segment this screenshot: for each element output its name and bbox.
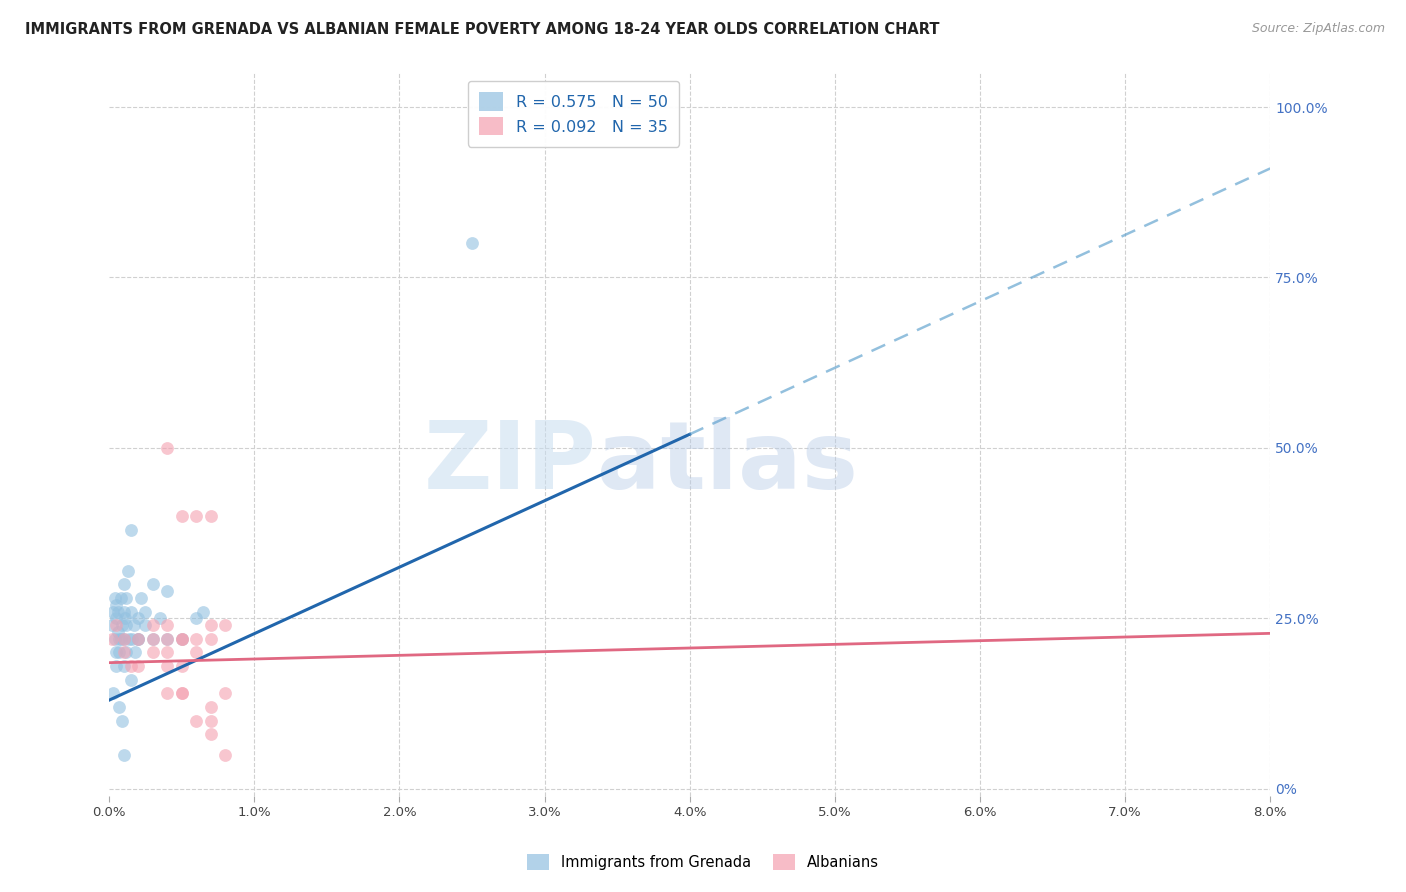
Point [200,632,222,646]
Point [156,632,179,646]
Point [156,659,179,673]
Point [108,645,131,659]
Point [108,700,131,714]
Point [127,632,149,646]
Point [122,618,145,632]
Point [156,686,179,700]
Point [112,632,135,646]
Text: atlas: atlas [596,417,858,509]
Point [101,632,124,646]
Point [170,632,193,646]
Point [111,714,134,728]
Text: ZIP: ZIP [423,417,596,509]
Point [142,632,165,646]
Point [134,618,156,632]
Point [129,591,152,605]
Point [110,591,132,605]
Point [142,577,165,591]
Point [112,659,135,673]
Point [156,618,179,632]
Point [104,591,127,605]
Point [101,618,124,632]
Point [112,605,135,619]
Point [461,236,484,251]
Point [105,645,128,659]
Point [186,611,208,625]
Point [193,605,215,619]
Point [170,659,193,673]
Point [103,605,125,619]
Point [107,605,129,619]
Point [120,523,142,537]
Point [186,632,208,646]
Point [170,632,193,646]
Point [214,747,236,762]
Point [118,632,141,646]
Point [142,645,165,659]
Point [104,632,127,646]
Point [112,632,135,646]
Point [105,659,128,673]
Point [186,645,208,659]
Point [156,645,179,659]
Point [170,686,193,700]
Text: IMMIGRANTS FROM GRENADA VS ALBANIAN FEMALE POVERTY AMONG 18-24 YEAR OLDS CORRELA: IMMIGRANTS FROM GRENADA VS ALBANIAN FEMA… [25,22,939,37]
Point [170,509,193,524]
Point [127,659,149,673]
Point [120,673,142,687]
Point [105,618,128,632]
Point [115,645,138,659]
Point [114,611,136,625]
Point [124,645,146,659]
Point [142,632,165,646]
Point [156,584,179,599]
Legend: Immigrants from Grenada, Albanians: Immigrants from Grenada, Albanians [520,847,886,878]
Point [200,700,222,714]
Point [115,618,138,632]
Point [186,714,208,728]
Point [214,686,236,700]
Point [120,605,142,619]
Legend: R = 0.575   N = 50, R = 0.092   N = 35: R = 0.575 N = 50, R = 0.092 N = 35 [468,81,679,146]
Point [110,632,132,646]
Point [156,632,179,646]
Point [103,686,125,700]
Point [200,618,222,632]
Point [149,611,172,625]
Text: Source: ZipAtlas.com: Source: ZipAtlas.com [1251,22,1385,36]
Point [105,611,128,625]
Point [200,727,222,741]
Point [127,632,149,646]
Point [120,659,142,673]
Point [134,605,156,619]
Point [127,632,149,646]
Point [170,686,193,700]
Point [214,618,236,632]
Point [200,509,222,524]
Point [112,645,135,659]
Point [170,632,193,646]
Point [200,714,222,728]
Point [112,577,135,591]
Point [121,632,143,646]
Point [112,747,135,762]
Point [186,509,208,524]
Point [115,591,138,605]
Point [127,611,149,625]
Point [142,618,165,632]
Point [108,632,131,646]
Point [105,598,128,612]
Point [117,564,139,578]
Point [156,441,179,455]
Point [111,618,134,632]
Point [107,625,129,640]
